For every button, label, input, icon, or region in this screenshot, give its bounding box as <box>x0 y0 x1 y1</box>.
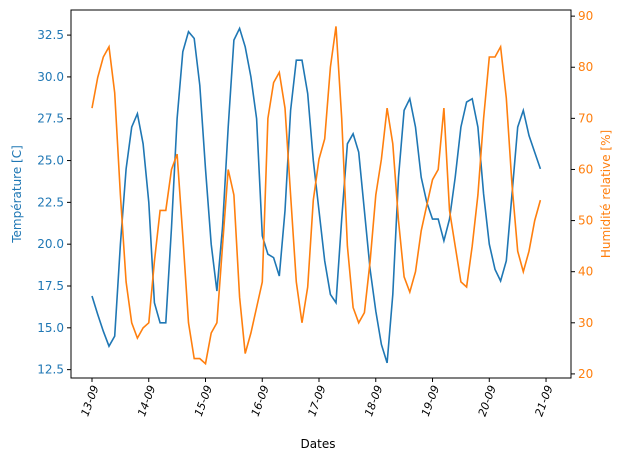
x-tick-label: 16-09 <box>249 384 272 418</box>
y-right-tick-label: 40 <box>578 265 593 279</box>
plot-frame <box>70 9 572 379</box>
y-right-tick-label: 50 <box>578 214 593 228</box>
y-right-tick-label: 20 <box>578 367 593 381</box>
y-left-tick-label: 15.0 <box>37 321 64 335</box>
x-tick-label: 15-09 <box>192 384 215 418</box>
y-right-tick-label: 60 <box>578 162 593 176</box>
y-left-tick-label: 22.5 <box>37 195 64 209</box>
x-tick-label: 21-09 <box>533 384 556 418</box>
x-tick-label: 13-09 <box>78 384 101 418</box>
y-left-tick-label: 25.0 <box>37 154 64 168</box>
y-right-axis-label: Humidité relative [%] <box>599 130 613 258</box>
x-tick-label: 20-09 <box>476 384 499 418</box>
y-right-tick-label: 30 <box>578 316 593 330</box>
y-right-tick-label: 70 <box>578 111 593 125</box>
x-tick-label: 17-09 <box>306 384 329 418</box>
x-tick-label: 18-09 <box>362 384 385 418</box>
y-left-tick-label: 30.0 <box>37 70 64 84</box>
y-left-axis-label: Température [C] <box>10 145 24 244</box>
humidity-line <box>91 26 542 366</box>
y-right-tick-label: 90 <box>578 9 593 23</box>
y-left-tick-label: 20.0 <box>37 237 64 251</box>
y-left-tick-label: 32.5 <box>37 28 64 42</box>
temperature-line <box>91 26 542 364</box>
x-tick-label: 19-09 <box>419 384 442 418</box>
y-right-tick-label: 80 <box>578 60 593 74</box>
y-left-tick-label: 17.5 <box>37 279 64 293</box>
y-left-tick-label: 12.5 <box>37 363 64 377</box>
x-tick-label: 14-09 <box>135 384 158 418</box>
y-left-tick-label: 27.5 <box>37 112 64 126</box>
x-axis-label: Dates <box>301 437 336 451</box>
